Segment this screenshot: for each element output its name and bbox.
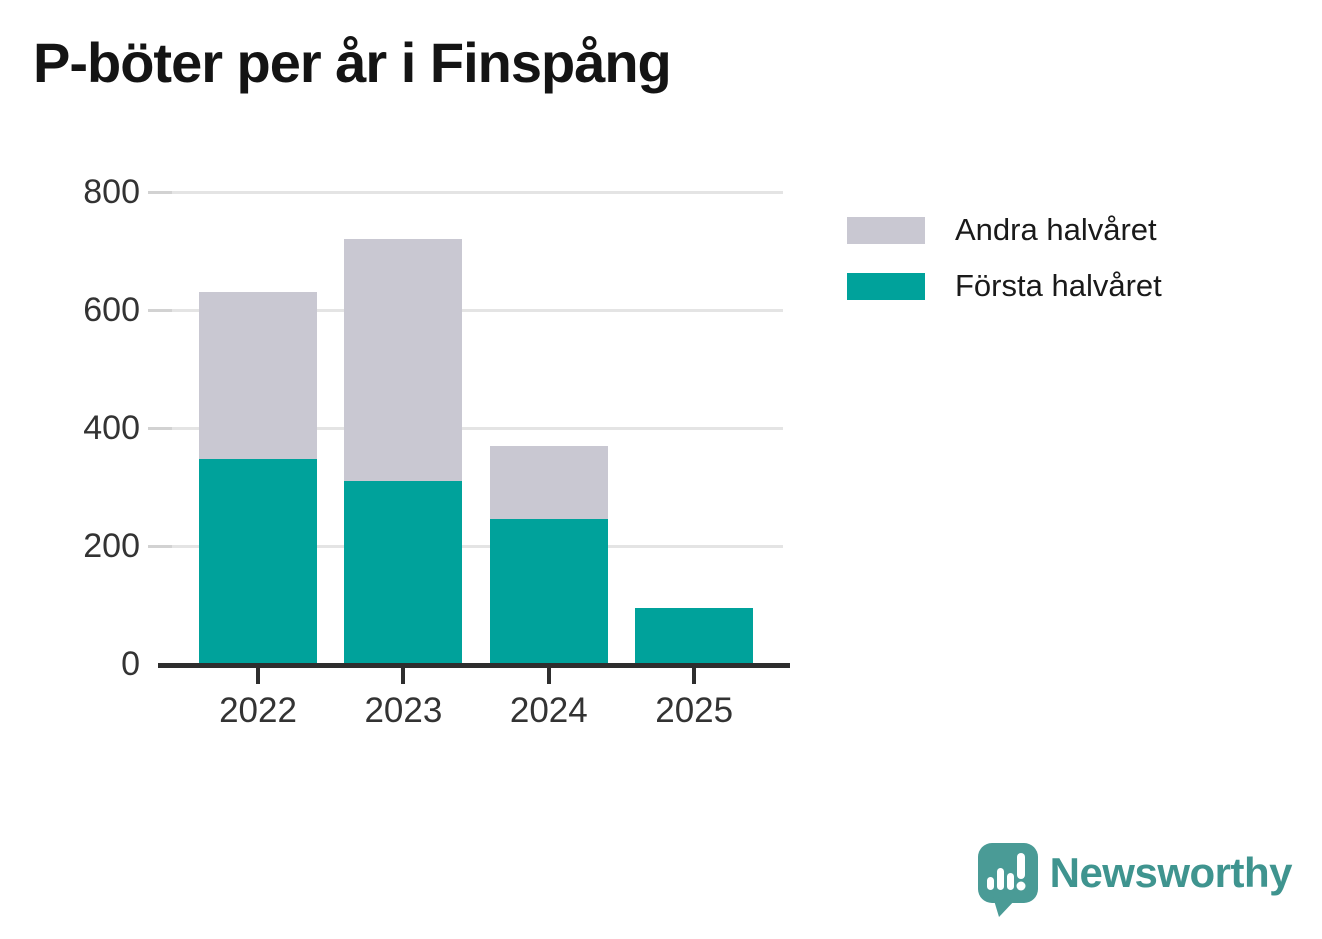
bar-2024-second bbox=[489, 445, 608, 520]
x-tick-label-2023: 2023 bbox=[364, 691, 443, 730]
newsworthy-logo: Newsworthy bbox=[977, 843, 1293, 918]
y-tick-label-400: 400 bbox=[83, 409, 140, 447]
newsworthy-logo-icon bbox=[977, 843, 1038, 917]
legend-item-second: Andra halvåret bbox=[847, 212, 1162, 247]
legend-label-second: Andra halvåret bbox=[955, 212, 1157, 247]
gridline-600 bbox=[165, 309, 783, 312]
x-tick-label-2024: 2024 bbox=[509, 691, 588, 730]
x-tick-2024 bbox=[546, 668, 551, 684]
y-tick-200 bbox=[148, 545, 172, 548]
y-tick-label-0: 0 bbox=[121, 645, 140, 683]
y-tick-label-600: 600 bbox=[83, 291, 140, 329]
bar-2025-first bbox=[635, 607, 754, 664]
legend-item-first: Första halvåret bbox=[847, 268, 1162, 303]
bar-2024-first bbox=[489, 519, 608, 664]
gridline-400 bbox=[165, 427, 783, 430]
x-tick-2022 bbox=[256, 668, 260, 684]
bar-2022-second bbox=[199, 292, 317, 459]
legend-swatch-first bbox=[847, 272, 925, 300]
x-tick-label-2025: 2025 bbox=[655, 691, 734, 730]
bar-2023-second bbox=[344, 239, 463, 482]
x-tick-2025 bbox=[692, 668, 697, 684]
gridline-800 bbox=[165, 191, 783, 194]
x-tick-2023 bbox=[401, 668, 406, 684]
y-tick-label-800: 800 bbox=[83, 173, 140, 211]
x-axis-line bbox=[158, 663, 790, 668]
chart-title: P-böter per år i Finspång bbox=[33, 31, 672, 94]
legend: Andra halvåret Första halvåret bbox=[847, 212, 1162, 327]
gridline-200 bbox=[165, 545, 783, 548]
x-tick-label-2022: 2022 bbox=[219, 691, 297, 730]
newsworthy-logo-text: Newsworthy bbox=[1049, 849, 1293, 896]
legend-swatch-second bbox=[847, 216, 925, 244]
legend-label-first: Första halvåret bbox=[955, 268, 1162, 303]
bar-2023-first bbox=[344, 481, 463, 664]
y-tick-600 bbox=[148, 309, 172, 312]
y-tick-label-200: 200 bbox=[83, 527, 140, 565]
y-tick-400 bbox=[148, 427, 172, 430]
bar-2022-first bbox=[199, 458, 317, 664]
y-tick-800 bbox=[148, 191, 172, 194]
